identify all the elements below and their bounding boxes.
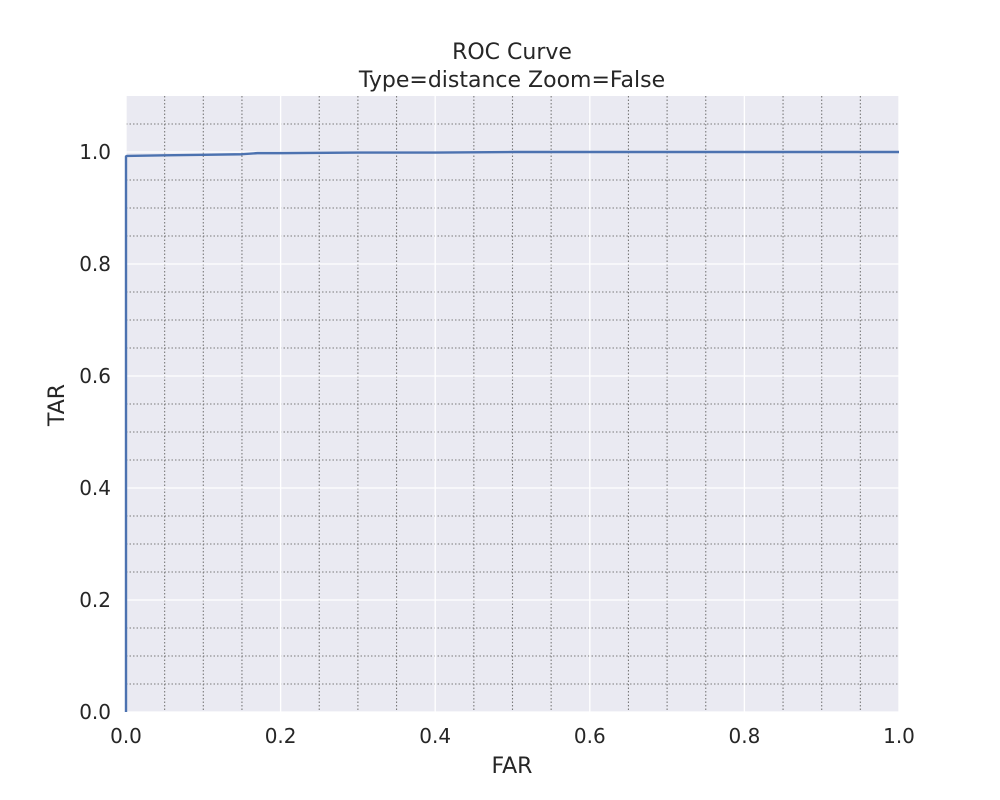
x-tick-label: 0.4 <box>419 724 451 748</box>
x-tick-labels: 0.0 0.2 0.4 0.6 0.8 1.0 <box>110 724 915 748</box>
y-tick-label: 0.6 <box>79 364 111 388</box>
x-tick-label: 1.0 <box>883 724 915 748</box>
chart-subtitle: Type=distance Zoom=False <box>358 68 665 93</box>
x-tick-label: 0.6 <box>574 724 606 748</box>
x-tick-label: 0.2 <box>265 724 297 748</box>
y-tick-labels: 0.0 0.2 0.4 0.6 0.8 1.0 <box>79 140 111 724</box>
y-tick-label: 1.0 <box>79 140 111 164</box>
x-axis-label: FAR <box>492 754 533 779</box>
roc-curve-line <box>124 150 899 712</box>
x-tick-label: 0.8 <box>728 724 760 748</box>
chart-title: ROC Curve <box>452 40 572 65</box>
y-tick-label: 0.0 <box>79 700 111 724</box>
y-tick-label: 0.8 <box>79 252 111 276</box>
x-tick-label: 0.0 <box>110 724 142 748</box>
y-tick-label: 0.4 <box>79 476 111 500</box>
y-axis-label: TAR <box>45 384 70 427</box>
y-tick-label: 0.2 <box>79 588 111 612</box>
series-layer <box>124 150 899 712</box>
minor-grid <box>126 96 899 712</box>
